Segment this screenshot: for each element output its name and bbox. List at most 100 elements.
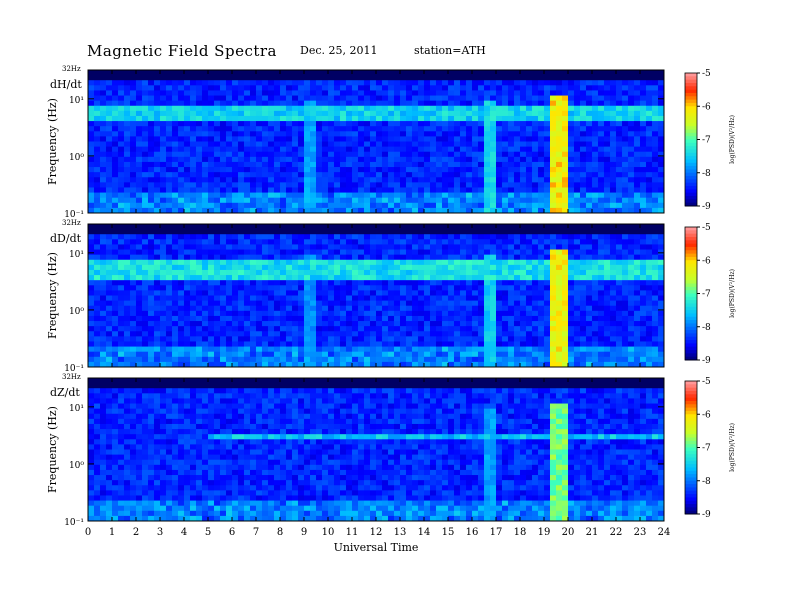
spectrogram-cell: [478, 172, 485, 178]
spectrogram-cell: [328, 80, 335, 86]
spectrogram-cell: [358, 156, 365, 163]
spectrogram-cell: [112, 285, 119, 291]
spectrogram-cell: [190, 229, 197, 235]
spectrogram-cell: [490, 290, 497, 296]
spectrogram-cell: [250, 254, 257, 261]
spectrogram-cell: [208, 95, 215, 102]
spectrogram-cell: [106, 110, 113, 117]
spectrogram-cell: [142, 310, 149, 317]
spectrogram-cell: [202, 126, 209, 132]
spectrogram-cell: [544, 280, 551, 286]
spectrogram-cell: [190, 146, 197, 153]
spectrogram-cell: [364, 161, 371, 168]
spectrogram-cell: [460, 234, 467, 240]
spectrogram-cell: [418, 70, 425, 76]
spectrogram-cell: [364, 356, 371, 363]
spectrogram-cell: [436, 331, 443, 337]
spectrogram-cell: [526, 300, 533, 307]
spectrogram-cell: [370, 161, 377, 168]
spectrogram-cell: [352, 249, 359, 256]
spectrogram-cell: [88, 105, 95, 112]
spectrogram-cell: [268, 110, 275, 117]
spectrogram-cell: [262, 300, 269, 307]
spectrogram-cell: [328, 131, 335, 137]
spectrogram-cell: [190, 105, 197, 112]
spectrogram-cell: [598, 95, 605, 102]
spectrogram-cell: [508, 115, 515, 122]
spectrogram-cell: [160, 80, 167, 86]
spectrogram-cell: [610, 95, 617, 102]
spectrogram-cell: [406, 110, 413, 117]
spectrogram-cell: [208, 131, 215, 137]
spectrogram-cell: [448, 105, 455, 112]
spectrogram-cell: [160, 259, 167, 266]
spectrogram-cell: [184, 207, 191, 214]
spectrogram-cell: [442, 100, 449, 107]
spectrogram-cell: [526, 259, 533, 266]
spectrogram-cell: [388, 300, 395, 307]
spectrogram-cell: [244, 197, 251, 204]
spectrogram-cell: [208, 75, 215, 81]
spectrogram-cell: [574, 161, 581, 168]
spectrogram-cell: [328, 90, 335, 96]
spectrogram-cell: [184, 167, 191, 173]
spectrogram-cell: [118, 346, 125, 353]
spectrogram-cell: [658, 80, 665, 86]
spectrogram-cell: [106, 239, 113, 245]
spectrogram-cell: [490, 356, 497, 363]
spectrogram-cell: [646, 156, 653, 163]
spectrogram-cell: [232, 290, 239, 296]
spectrogram-cell: [100, 229, 107, 235]
spectrogram-cell: [304, 239, 311, 245]
spectrogram-cell: [154, 326, 161, 332]
spectrogram-cell: [340, 156, 347, 163]
spectrogram-cell: [154, 234, 161, 240]
spectrogram-cell: [568, 100, 575, 107]
spectrogram-cell: [274, 234, 281, 240]
spectrogram-cell: [460, 310, 467, 317]
spectrogram-cell: [148, 202, 155, 209]
spectrogram-cell: [316, 75, 323, 81]
spectrogram-cell: [448, 207, 455, 214]
spectrogram-cell: [364, 336, 371, 342]
spectrogram-cell: [418, 315, 425, 322]
spectrogram-cell: [346, 259, 353, 266]
spectrogram-cell: [388, 361, 395, 368]
spectrogram-cell: [406, 126, 413, 132]
spectrogram-cell: [232, 161, 239, 168]
spectrogram-cell: [298, 95, 305, 102]
spectrogram-cell: [130, 172, 137, 178]
spectrogram-cell: [118, 356, 125, 363]
spectrogram-cell: [352, 346, 359, 353]
spectrogram-cell: [310, 110, 317, 117]
spectrogram-cell: [160, 156, 167, 163]
spectrogram-cell: [232, 80, 239, 86]
spectrogram-cell: [520, 80, 527, 86]
spectrogram-cell: [238, 346, 245, 353]
spectrogram-cell: [184, 192, 191, 199]
spectrogram-cell: [346, 305, 353, 312]
spectrogram-cell: [634, 70, 641, 76]
spectrogram-cell: [100, 80, 107, 86]
spectrogram-cell: [196, 202, 203, 209]
spectrogram-cell: [208, 202, 215, 209]
spectrogram-cell: [652, 80, 659, 86]
spectrogram-cell: [502, 202, 509, 209]
spectrogram-cell: [466, 100, 473, 107]
spectrogram-cell: [388, 85, 395, 91]
spectrogram-cell: [130, 75, 137, 81]
spectrogram-cell: [136, 80, 143, 86]
spectrogram-cell: [514, 244, 521, 250]
spectrogram-cell: [286, 80, 293, 86]
spectrogram-cell: [94, 100, 101, 107]
spectrogram-cell: [568, 207, 575, 214]
spectrogram-cell: [172, 131, 179, 137]
spectrogram-cell: [490, 275, 497, 281]
spectrogram-cell: [334, 70, 341, 76]
spectrogram-cell: [454, 331, 461, 337]
spectrogram-cell: [400, 285, 407, 291]
spectrogram-cell: [562, 85, 569, 91]
spectrogram-cell: [418, 361, 425, 368]
spectrogram-cell: [226, 341, 233, 347]
spectrogram-cell: [178, 70, 185, 76]
